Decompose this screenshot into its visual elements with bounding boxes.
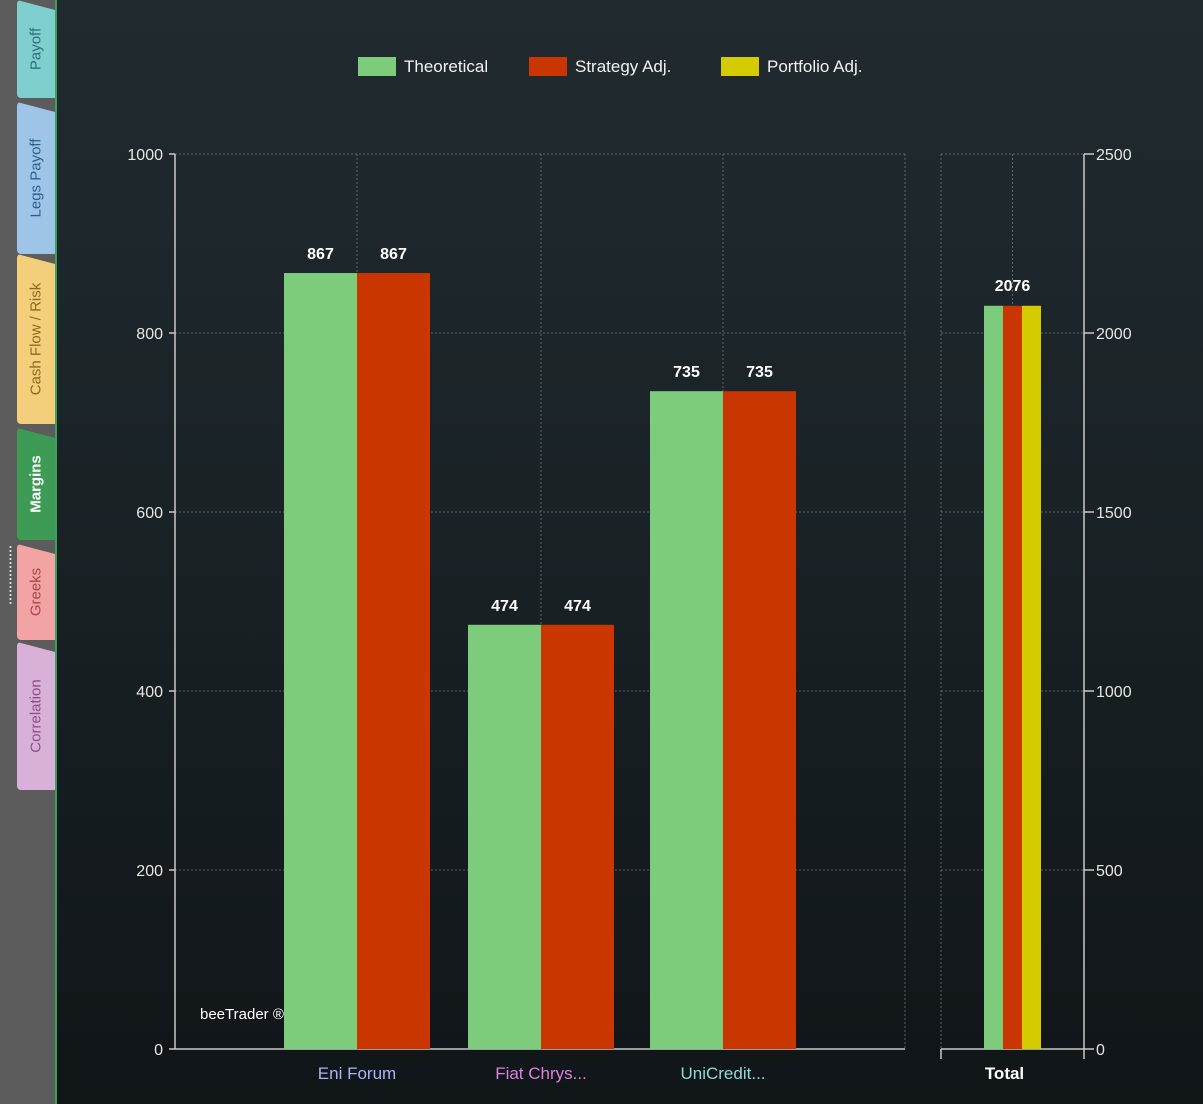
chart-legend: Theoretical Strategy Adj. Portfolio Adj.: [358, 57, 862, 76]
tab-label: Payoff: [27, 27, 45, 71]
tab-cash-flow-risk[interactable]: Cash Flow / Risk: [17, 254, 55, 424]
legend-label-0: Theoretical: [404, 57, 488, 76]
chart-labels: 867 867 Eni Forum 474 474 Fiat Chrys... 735 735…: [307, 246, 1030, 1083]
bar-theoretical-0: [284, 273, 357, 1049]
category-label-1: Fiat Chrys...: [495, 1064, 587, 1083]
beetrader-watermark: beeTrader ®: [200, 1006, 284, 1023]
tab-label: Correlation: [27, 679, 45, 753]
total-bar-theoretical: [984, 305, 1003, 1049]
tab-label: Cash Flow / Risk: [27, 282, 45, 396]
legend-swatch-1: [529, 57, 567, 76]
left-axis-tick-label: 200: [136, 863, 163, 880]
bar-value-label: 735: [673, 364, 700, 381]
left-axis-tick-label: 600: [136, 505, 163, 522]
legend-label-2: Portfolio Adj.: [767, 57, 862, 76]
tab-greeks[interactable]: Greeks: [17, 544, 55, 640]
right-axis-tick-label: 0: [1096, 1042, 1105, 1059]
left-axis-tick-label: 400: [136, 684, 163, 701]
bar-strategy-adj--1: [541, 624, 614, 1049]
margins-bar-chart: 0 200 400 600 800 1000 0 500 1000 1500 2000 2500 86…: [127, 57, 1132, 1083]
bar-value-label: 474: [491, 598, 518, 615]
total-bar-portfolio-adj-: [1022, 305, 1041, 1049]
bar-value-label: 735: [746, 364, 773, 381]
chart-bars: [284, 273, 1041, 1049]
category-label-total: Total: [985, 1064, 1024, 1083]
right-axis-tick-label: 2500: [1096, 147, 1132, 164]
sidebar-divider: [55, 0, 57, 1104]
left-axis-tick-label: 0: [154, 1042, 163, 1059]
legend-swatch-2: [721, 57, 759, 76]
total-value-label: 2076: [995, 278, 1031, 295]
legend-label-1: Strategy Adj.: [575, 57, 671, 76]
right-axis-tick-label: 2000: [1096, 326, 1132, 343]
margins-chart-area: 0 200 400 600 800 1000 0 500 1000 1500 2000 2500 86…: [57, 0, 1203, 1104]
tab-correlation[interactable]: Correlation: [17, 642, 55, 790]
left-axis-tick-label: 1000: [127, 147, 163, 164]
bar-strategy-adj--0: [357, 273, 430, 1049]
chart-tab-sidebar: Payoff Legs Payoff Cash Flow / Risk Margins…: [0, 0, 57, 1104]
chart-axes: 0 200 400 600 800 1000 0 500 1000 1500 2000 2500: [127, 147, 1132, 1059]
right-axis-tick-label: 1000: [1096, 684, 1132, 701]
left-axis-tick-label: 800: [136, 326, 163, 343]
right-axis-tick-label: 1500: [1096, 505, 1132, 522]
tab-label: Margins: [27, 455, 45, 513]
legend-swatch-0: [358, 57, 396, 76]
tab-margins[interactable]: Margins: [17, 428, 55, 540]
category-label-2: UniCredit...: [680, 1064, 765, 1083]
tab-label: Greeks: [27, 567, 45, 617]
bar-theoretical-1: [468, 624, 541, 1049]
bar-value-label: 474: [564, 598, 591, 615]
bar-theoretical-2: [650, 391, 723, 1049]
tab-payoff[interactable]: Payoff: [17, 0, 55, 98]
bar-strategy-adj--2: [723, 391, 796, 1049]
bar-value-label: 867: [380, 246, 407, 263]
resize-grip-handle[interactable]: [9, 545, 12, 605]
tab-legs-payoff[interactable]: Legs Payoff: [17, 102, 55, 254]
right-axis-tick-label: 500: [1096, 863, 1123, 880]
category-label-0: Eni Forum: [318, 1064, 396, 1083]
bar-value-label: 867: [307, 246, 334, 263]
total-bar-strategy-adj-: [1003, 305, 1022, 1049]
tab-label: Legs Payoff: [27, 138, 45, 218]
